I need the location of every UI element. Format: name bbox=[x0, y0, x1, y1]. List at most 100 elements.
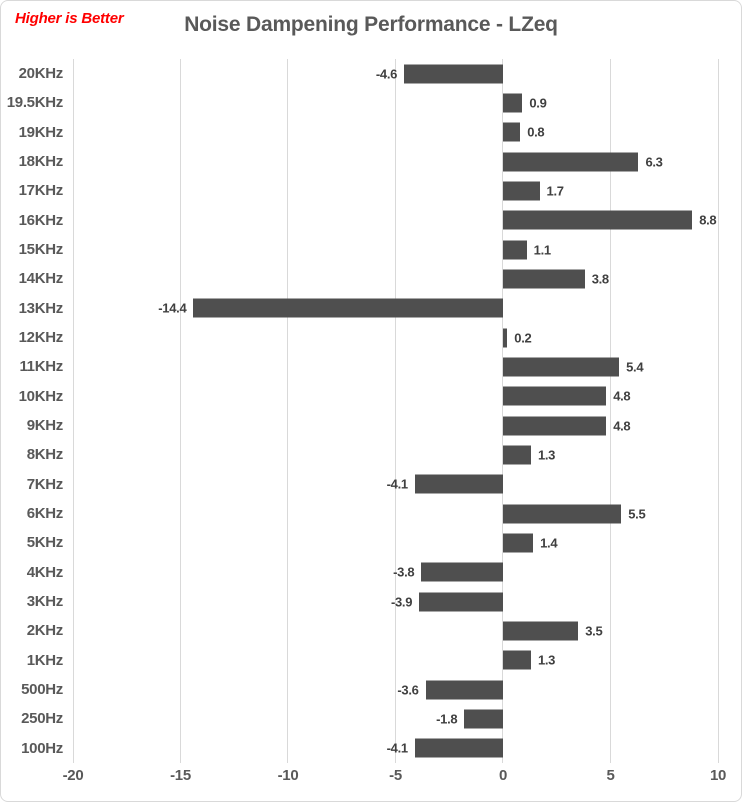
category-label: 100Hz bbox=[21, 739, 63, 757]
category-label: 20KHz bbox=[18, 65, 64, 83]
bar-row: 1.1 bbox=[73, 235, 718, 264]
bar bbox=[503, 533, 534, 553]
bar bbox=[503, 328, 508, 348]
category-label: 14KHz bbox=[18, 270, 64, 288]
category-label: 7KHz bbox=[26, 475, 64, 493]
category-label: 11KHz bbox=[19, 358, 63, 376]
bar-row: 0.8 bbox=[73, 118, 718, 147]
chart-body: 20KHz 19.5KHz 19KHz 18KHz 17KHz 16KHz 15KHz 14K… bbox=[6, 59, 719, 763]
bar bbox=[503, 210, 693, 230]
bar-row: -3.9 bbox=[73, 587, 718, 616]
x-axis-tick-label: -5 bbox=[389, 767, 402, 784]
category-label: 6KHz bbox=[26, 505, 64, 523]
category-axis: 20KHz 19.5KHz 19KHz 18KHz 17KHz 16KHz 15KHz 14K… bbox=[6, 59, 73, 763]
category-label: 4KHz bbox=[26, 563, 64, 581]
x-axis-tick-label: 0 bbox=[498, 767, 508, 784]
value-label: 3.5 bbox=[585, 623, 603, 639]
gridline bbox=[502, 59, 504, 763]
bar bbox=[419, 592, 503, 612]
higher-is-better-note: Higher is Better bbox=[15, 10, 124, 27]
value-label: 4.8 bbox=[613, 388, 631, 404]
bar bbox=[503, 152, 639, 172]
x-axis-tick-label: 5 bbox=[606, 767, 615, 784]
bar bbox=[503, 240, 527, 260]
x-axis-tick-label: -15 bbox=[170, 767, 191, 784]
bar-row: 8.8 bbox=[73, 206, 718, 235]
value-label: 3.8 bbox=[591, 271, 609, 287]
bar-row: 3.5 bbox=[73, 616, 718, 645]
gridline bbox=[179, 59, 181, 763]
bar bbox=[503, 122, 521, 142]
value-label: 1.3 bbox=[537, 447, 556, 463]
value-label: -3.8 bbox=[393, 564, 415, 580]
bar bbox=[414, 738, 503, 758]
bar-row: -1.8 bbox=[73, 704, 718, 733]
value-label: -4.1 bbox=[386, 476, 409, 492]
value-label: -4.6 bbox=[375, 66, 398, 82]
value-label: -4.1 bbox=[386, 740, 409, 756]
bar bbox=[503, 386, 607, 406]
value-label: -1.8 bbox=[436, 711, 458, 727]
value-label: 5.5 bbox=[628, 506, 646, 522]
bar-row: 5.5 bbox=[73, 499, 718, 528]
category-label: 9KHz bbox=[26, 417, 64, 435]
category-label: 3KHz bbox=[26, 593, 64, 611]
bar-row: 1.7 bbox=[73, 176, 718, 205]
bar-row: 6.3 bbox=[73, 147, 718, 176]
category-label: 12KHz bbox=[18, 329, 64, 347]
gridline bbox=[287, 59, 289, 763]
bar bbox=[404, 64, 503, 84]
bar bbox=[503, 416, 607, 436]
x-axis-tick-label: -20 bbox=[62, 767, 84, 784]
x-axis-tick-label: -10 bbox=[277, 767, 299, 784]
category-label: 2KHz bbox=[26, 622, 64, 640]
category-label: 5KHz bbox=[26, 534, 64, 552]
bar bbox=[503, 650, 531, 670]
bar bbox=[464, 709, 503, 729]
bar-row: -3.6 bbox=[73, 675, 718, 704]
value-label: 0.8 bbox=[527, 124, 545, 140]
category-label: 13KHz bbox=[18, 299, 64, 317]
bar bbox=[503, 357, 620, 377]
category-label: 18KHz bbox=[18, 153, 64, 171]
category-label: 16KHz bbox=[18, 211, 64, 229]
bar bbox=[503, 269, 585, 289]
value-label: 1.7 bbox=[546, 183, 564, 199]
category-label: 500Hz bbox=[21, 681, 63, 699]
x-axis-tick-label: 10 bbox=[709, 767, 727, 784]
category-label: 250Hz bbox=[21, 710, 63, 728]
bar bbox=[503, 445, 531, 465]
bar-row: -4.1 bbox=[73, 734, 718, 763]
bar bbox=[503, 181, 540, 201]
value-label: 1.1 bbox=[533, 242, 551, 258]
category-label: 10KHz bbox=[18, 387, 64, 405]
bar-row: -14.4 bbox=[73, 294, 718, 323]
value-label: 0.2 bbox=[514, 330, 532, 346]
bar-row: 1.3 bbox=[73, 646, 718, 675]
bar-rows: -4.6 0.9 0.8 6.3 1.7 8.8 1.1 3.8 -14.4 0.2 5.4 4.8 4… bbox=[73, 59, 718, 763]
value-label: -3.9 bbox=[390, 594, 413, 610]
bar-row: 4.8 bbox=[73, 411, 718, 440]
plot-area: -4.6 0.9 0.8 6.3 1.7 8.8 1.1 3.8 -14.4 0.2 5.4 4.8 4… bbox=[72, 59, 719, 763]
bar bbox=[503, 504, 622, 524]
bar bbox=[425, 680, 503, 700]
gridline bbox=[717, 59, 719, 763]
bar-row: -3.8 bbox=[73, 558, 718, 587]
bar-row: 0.9 bbox=[73, 88, 718, 117]
gridline bbox=[395, 59, 396, 763]
bar-row: 4.8 bbox=[73, 382, 718, 411]
category-label: 17KHz bbox=[18, 182, 64, 200]
bar bbox=[503, 621, 579, 641]
bar-row: 3.8 bbox=[73, 264, 718, 293]
bar-row: -4.6 bbox=[73, 59, 718, 88]
category-label: 8KHz bbox=[26, 446, 64, 464]
chart-title: Noise Dampening Performance - LZeq bbox=[184, 13, 558, 36]
category-label: 19KHz bbox=[18, 123, 64, 141]
category-label: 19.5KHz bbox=[6, 94, 64, 112]
gridline bbox=[72, 59, 74, 763]
value-label: 5.4 bbox=[626, 359, 644, 375]
bar bbox=[421, 562, 503, 582]
category-label: 15KHz bbox=[18, 241, 64, 259]
value-label: 1.3 bbox=[537, 652, 556, 668]
bar bbox=[414, 474, 503, 494]
